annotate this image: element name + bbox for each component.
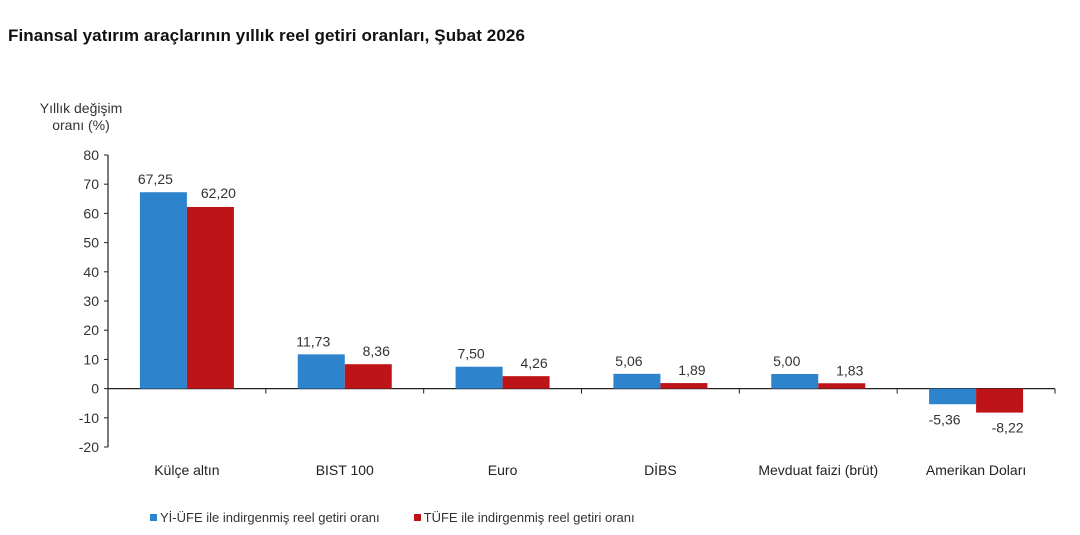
bar-tufe: [976, 388, 1024, 413]
data-label: 1,83: [836, 362, 863, 378]
bar-yi-ufe: [455, 366, 503, 389]
data-label: 5,06: [615, 353, 642, 369]
legend-swatch-red-icon: [413, 514, 421, 521]
y-tick-label: -10: [79, 410, 99, 426]
bar-yi-ufe: [929, 388, 977, 405]
y-tick-label: 50: [83, 235, 99, 251]
chart-legend: Yİ-ÜFE ile indirgenmiş reel getiri oranı…: [150, 510, 635, 525]
y-tick-label: 0: [91, 381, 99, 397]
legend-label: Yİ-ÜFE ile indirgenmiş reel getiri oranı: [160, 510, 380, 525]
y-tick-label: -20: [79, 439, 99, 455]
x-category-label: BIST 100: [316, 462, 374, 478]
data-label: -5,36: [929, 411, 961, 427]
data-label: -8,22: [992, 420, 1024, 436]
y-axis-label-line2: oranı (%): [52, 117, 110, 133]
bar-tufe: [502, 376, 550, 389]
legend-item-yi-ufe: Yİ-ÜFE ile indirgenmiş reel getiri oranı: [150, 510, 380, 525]
bar-yi-ufe: [771, 374, 819, 389]
data-label: 4,26: [520, 355, 547, 371]
data-label: 62,20: [201, 185, 236, 201]
bar-yi-ufe: [297, 354, 345, 389]
data-label: 1,89: [678, 362, 705, 378]
y-tick-label: 60: [83, 205, 99, 221]
bar-tufe: [818, 383, 866, 389]
data-label: 8,36: [363, 343, 390, 359]
data-label: 7,50: [457, 346, 484, 362]
legend-item-tufe: TÜFE ile indirgenmiş reel getiri oranı: [413, 510, 635, 525]
y-tick-label: 80: [83, 147, 99, 163]
y-tick-label: 40: [83, 264, 99, 280]
x-category-label: DİBS: [644, 461, 677, 478]
x-category-label: Euro: [488, 462, 518, 478]
legend-label: TÜFE ile indirgenmiş reel getiri oranı: [423, 510, 635, 525]
x-category-label: Amerikan Doları: [926, 462, 1026, 478]
bar-tufe: [186, 206, 234, 389]
x-category-label: Mevduat faizi (brüt): [758, 462, 878, 478]
y-tick-label: 20: [83, 322, 99, 338]
y-tick-label: 70: [83, 176, 99, 192]
bar-yi-ufe: [613, 373, 661, 389]
y-axis-label-line1: Yıllık değişim: [39, 100, 123, 116]
x-category-label: Külçe altın: [154, 462, 219, 478]
y-axis-label: Yıllık değişim oranı (%): [26, 100, 136, 134]
data-label: 5,00: [773, 353, 800, 369]
bar-tufe: [660, 383, 708, 389]
data-label: 11,73: [296, 333, 330, 349]
bar-tufe: [344, 364, 392, 389]
data-label: 67,25: [138, 171, 173, 187]
y-tick-label: 30: [83, 293, 99, 309]
bar-yi-ufe: [139, 192, 187, 389]
chart-title: Finansal yatırım araçlarının yıllık reel…: [8, 26, 526, 45]
legend-swatch-blue-icon: [150, 514, 157, 521]
y-tick-label: 10: [83, 351, 99, 367]
